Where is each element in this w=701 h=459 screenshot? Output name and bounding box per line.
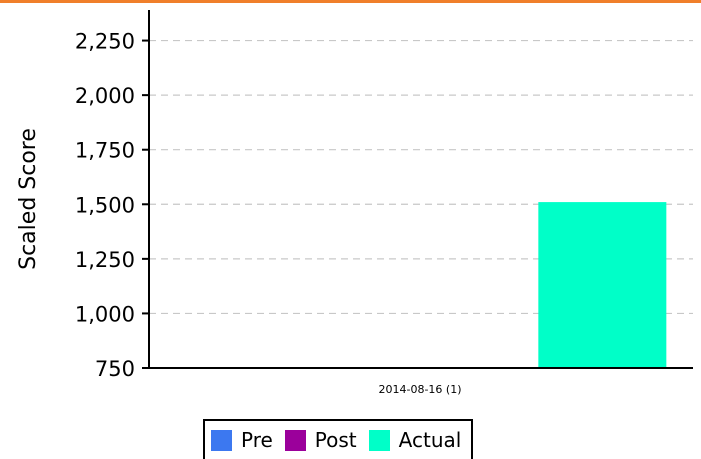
x-tick-label: 2014-08-16 (1) (378, 383, 461, 396)
top-accent-rule (0, 0, 701, 3)
legend-item-actual[interactable]: Actual (368, 428, 462, 452)
legend: Pre Post Actual (203, 419, 474, 459)
legend-label-post: Post (314, 428, 357, 452)
y-tick-label: 1,750 (75, 139, 135, 163)
legend-label-pre: Pre (241, 428, 273, 452)
legend-item-post[interactable]: Post (284, 428, 357, 452)
y-tick-label: 750 (95, 357, 135, 381)
y-tick-label: 1,250 (75, 248, 135, 272)
legend-swatch-actual (368, 429, 390, 451)
legend-label-actual: Actual (398, 428, 462, 452)
legend-swatch-post (284, 429, 306, 451)
grid-lines (149, 39, 693, 315)
bar-chart: 750 1,000 1,250 1,500 1,750 2,000 2,250 Scaled… (16, 10, 693, 396)
y-tick-label: 1,500 (75, 193, 135, 217)
y-tick-labels: 750 1,000 1,250 1,500 1,750 2,000 2,250 (75, 30, 149, 381)
legend-swatch-pre (211, 429, 232, 451)
y-tick-label: 2,000 (75, 84, 135, 108)
bars (538, 202, 667, 368)
y-tick-label: 1,000 (75, 302, 135, 326)
y-tick-label: 2,250 (75, 30, 135, 54)
bar-actual[interactable] (538, 202, 667, 368)
y-axis-label: Scaled Score (16, 128, 41, 270)
legend-item-pre[interactable]: Pre (211, 428, 273, 452)
